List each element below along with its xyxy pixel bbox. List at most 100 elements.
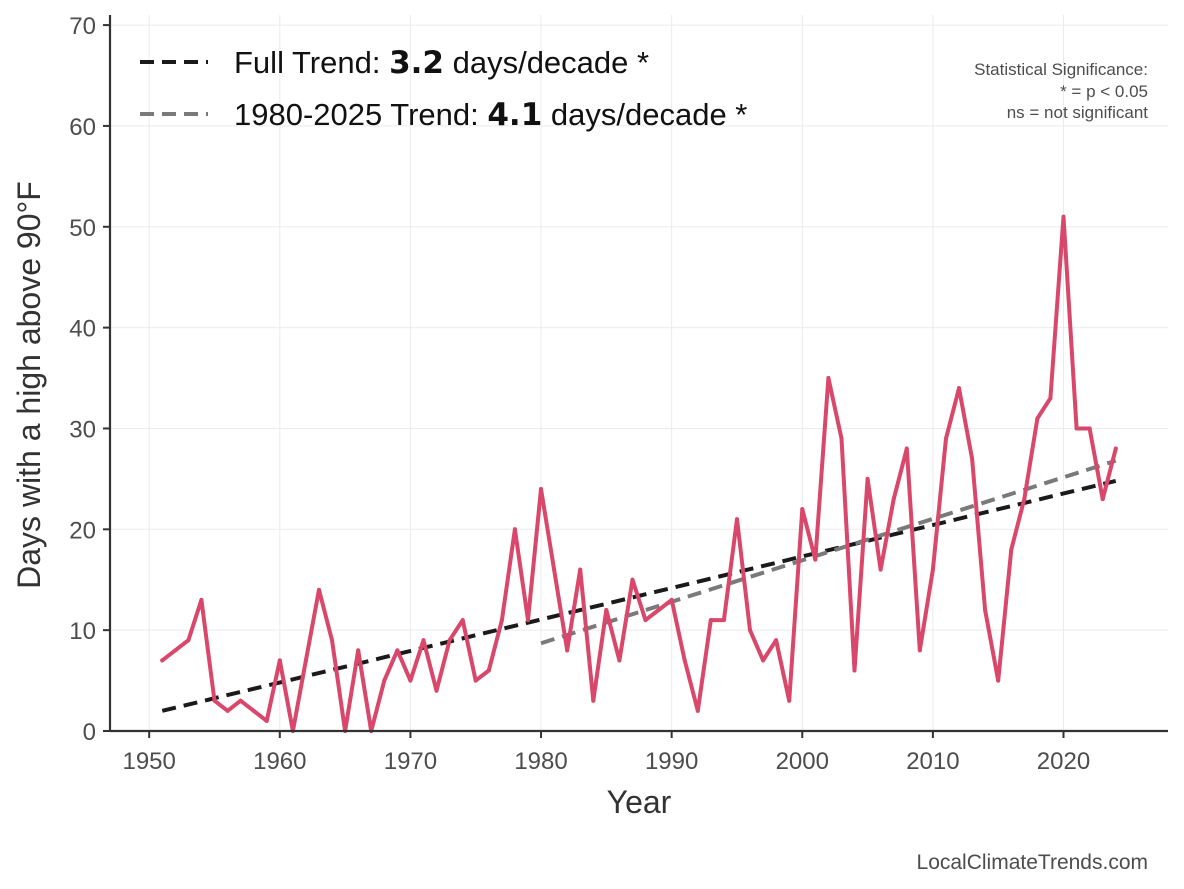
data-point-1968: [382, 678, 387, 683]
data-point-1982: [565, 648, 570, 653]
data-point-1962: [303, 658, 308, 663]
source-credit: LocalClimateTrends.com: [917, 851, 1148, 874]
data-point-1985: [604, 607, 609, 612]
data-point-1981: [552, 567, 557, 572]
data-point-2001: [813, 557, 818, 562]
x-tick-label-1960: 1960: [253, 748, 306, 775]
data-point-2011: [943, 436, 948, 441]
data-point-1991: [682, 658, 687, 663]
data-point-2022: [1087, 426, 1092, 431]
data-point-1959: [264, 718, 269, 723]
data-point-2003: [839, 436, 844, 441]
x-tick-label-2020: 2020: [1037, 748, 1090, 775]
x-tick-label-1950: 1950: [122, 748, 175, 775]
legend-full-trend-value: 3.2: [389, 45, 444, 81]
data-point-1958: [251, 708, 256, 713]
data-point-1978: [512, 527, 517, 532]
y-tick-label-50: 50: [69, 215, 96, 242]
data-point-1990: [669, 597, 674, 602]
y-tick-label-10: 10: [69, 618, 96, 645]
data-point-1995: [734, 517, 739, 522]
data-point-2017: [1022, 497, 1027, 502]
y-tick-label-30: 30: [69, 416, 96, 443]
data-point-1992: [695, 708, 700, 713]
data-point-2009: [917, 648, 922, 653]
data-point-2019: [1048, 396, 1053, 401]
significance-note-line3: ns = not significant: [1007, 103, 1149, 122]
significance-note-line1: Statistical Significance:: [974, 60, 1148, 79]
data-point-1969: [395, 648, 400, 653]
data-point-1970: [408, 678, 413, 683]
data-point-2008: [904, 446, 909, 451]
data-point-1980: [539, 486, 544, 491]
legend-1980-trend-value: 4.1: [487, 97, 542, 133]
y-axis-ticks: 0 10 20 30 40 50 60 70: [69, 13, 110, 746]
data-point-1983: [578, 567, 583, 572]
legend-full-trend-suffix: days/decade *: [444, 45, 649, 80]
data-point-1976: [486, 668, 491, 673]
data-point-1977: [499, 618, 504, 623]
data-point-2023: [1100, 497, 1105, 502]
data-point-2013: [970, 456, 975, 461]
y-tick-label-40: 40: [69, 316, 96, 343]
data-point-1988: [643, 618, 648, 623]
y-tick-label-20: 20: [69, 517, 96, 544]
data-point-1971: [421, 638, 426, 643]
data-point-1994: [721, 618, 726, 623]
data-point-1973: [447, 638, 452, 643]
data-point-2014: [983, 607, 988, 612]
y-tick-label-0: 0: [83, 719, 96, 746]
data-point-1954: [199, 597, 204, 602]
data-point-1989: [656, 607, 661, 612]
data-point-2002: [826, 376, 831, 381]
trend-line-1980-2025: [540, 458, 1117, 646]
data-point-1956: [225, 708, 230, 713]
x-tick-label-2010: 2010: [906, 748, 959, 775]
significance-note: Statistical Significance: * = p < 0.05 n…: [974, 60, 1148, 122]
data-point-1998: [774, 638, 779, 643]
data-point-1957: [238, 698, 243, 703]
data-point-1964: [330, 638, 335, 643]
x-tick-label-1980: 1980: [514, 748, 567, 775]
data-point-2020: [1061, 214, 1066, 219]
data-point-2015: [996, 678, 1001, 683]
x-tick-label-1990: 1990: [645, 748, 698, 775]
data-point-1953: [186, 638, 191, 643]
x-tick-label-2000: 2000: [776, 748, 829, 775]
legend-label-full-trend: Full Trend: 3.2 days/decade *: [234, 45, 649, 81]
legend-label-1980-trend: 1980-2025 Trend: 4.1 days/decade *: [234, 97, 747, 133]
x-tick-label-1970: 1970: [384, 748, 437, 775]
data-point-1986: [617, 658, 622, 663]
data-point-2005: [865, 476, 870, 481]
data-point-2010: [930, 567, 935, 572]
legend-1980-trend-prefix: 1980-2025 Trend:: [234, 97, 487, 132]
x-axis-ticks: 1950 1960 1970 1980 1990 2000 2010 2020: [122, 731, 1090, 775]
data-point-1999: [787, 698, 792, 703]
legend-full-trend-prefix: Full Trend:: [234, 45, 389, 80]
data-point-1996: [748, 628, 753, 633]
data-point-1984: [591, 698, 596, 703]
data-point-2012: [957, 386, 962, 391]
data-point-2016: [1009, 547, 1014, 552]
data-point-1993: [708, 618, 713, 623]
data-point-2000: [800, 507, 805, 512]
data-point-2004: [852, 668, 857, 673]
data-point-2021: [1074, 426, 1079, 431]
data-point-1955: [212, 698, 217, 703]
y-tick-label-70: 70: [69, 13, 96, 40]
y-axis-title: Days with a high above 90°F: [11, 181, 47, 589]
data-point-1963: [316, 587, 321, 592]
data-point-1952: [173, 648, 178, 653]
grid: [110, 15, 1168, 732]
series-line-0: [160, 214, 1118, 733]
data-point-1966: [356, 648, 361, 653]
data-point-2024: [1113, 446, 1118, 451]
data-point-1951: [160, 658, 165, 663]
data-point-2018: [1035, 416, 1040, 421]
data-point-1997: [761, 658, 766, 663]
data-point-1972: [434, 688, 439, 693]
data-point-1974: [460, 618, 465, 623]
data-point-2007: [891, 497, 896, 502]
data-point-1975: [473, 678, 478, 683]
